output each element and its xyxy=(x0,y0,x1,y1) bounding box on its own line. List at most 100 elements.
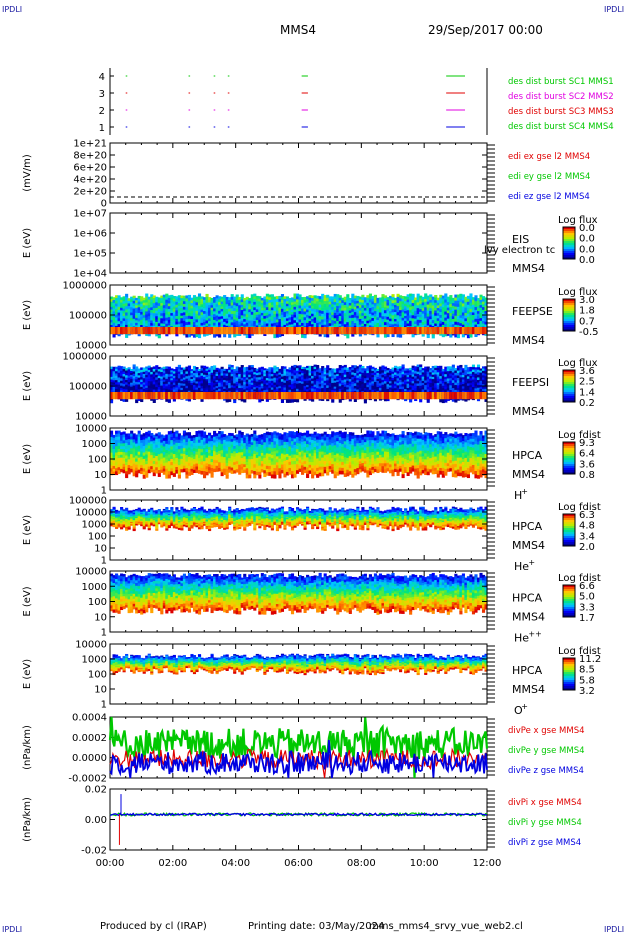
heatmap-cell xyxy=(436,305,440,309)
heatmap-cell xyxy=(426,304,430,309)
heatmap-cell xyxy=(135,387,139,391)
heatmap-cell xyxy=(338,386,342,390)
heatmap-cell xyxy=(275,369,279,373)
heatmap-cell xyxy=(177,382,181,386)
heatmap-cell xyxy=(326,392,330,400)
heatmap-cell xyxy=(187,303,192,308)
heatmap-cell xyxy=(117,309,121,314)
heatmap-cell xyxy=(245,388,249,391)
heatmap-cell xyxy=(394,319,398,323)
heatmap-cell xyxy=(336,370,340,373)
heatmap-cell xyxy=(288,300,292,304)
heatmap-cell xyxy=(333,307,337,311)
heatmap-cell xyxy=(414,318,418,322)
heatmap-cell xyxy=(195,369,199,372)
heatmap-cell xyxy=(338,308,342,312)
heatmap-cell xyxy=(288,399,292,403)
heatmap-cell xyxy=(150,367,154,371)
heatmap-cell xyxy=(290,392,295,400)
heatmap-cell xyxy=(411,321,415,326)
heatmap-cell xyxy=(260,373,264,377)
heatmap-cell xyxy=(208,310,212,314)
heatmap-cell xyxy=(243,372,247,376)
heatmap-cell xyxy=(142,327,146,335)
heatmap-cell xyxy=(461,300,465,305)
heatmap-cell xyxy=(426,316,430,321)
heatmap-cell xyxy=(298,297,302,301)
heatmap-cell xyxy=(466,310,471,315)
heatmap-cell xyxy=(368,305,372,309)
heatmap-cell xyxy=(197,296,202,301)
heatmap-cell xyxy=(140,367,144,371)
heatmap-cell xyxy=(160,303,164,307)
heatmap-cell xyxy=(429,319,433,323)
legend-entry: des dist burst SC1 MMS1 xyxy=(508,77,614,87)
heatmap-cell xyxy=(278,307,282,312)
heatmap-cell xyxy=(140,304,144,308)
heatmap-cell xyxy=(391,312,395,316)
heatmap-cell xyxy=(378,307,383,311)
heatmap-cell xyxy=(180,374,184,378)
heatmap-cell xyxy=(288,302,292,306)
heatmap-cell xyxy=(416,313,420,318)
heatmap-cell xyxy=(333,370,337,374)
heatmap-cell xyxy=(235,370,239,374)
heatmap-cell xyxy=(180,303,184,307)
heatmap-cell xyxy=(177,297,181,302)
heatmap-cell xyxy=(424,315,428,319)
heatmap-cell xyxy=(172,385,176,388)
heatmap-cell xyxy=(147,310,151,315)
heatmap-cell xyxy=(371,301,375,305)
heatmap-cell xyxy=(150,307,154,311)
heatmap-cell xyxy=(245,302,249,307)
heatmap-cell xyxy=(328,304,332,308)
heatmap-cell xyxy=(135,307,139,311)
heatmap-cell xyxy=(275,378,279,381)
heatmap-cell xyxy=(200,317,204,321)
heatmap-cell xyxy=(235,368,239,372)
heatmap-cell xyxy=(394,302,398,306)
heatmap-cell xyxy=(177,311,181,315)
heatmap-cell xyxy=(439,317,443,322)
heatmap-cell xyxy=(338,313,342,317)
heatmap-cell xyxy=(202,367,207,371)
heatmap-cell xyxy=(205,392,209,400)
heatmap-cell xyxy=(358,299,362,303)
heatmap-cell xyxy=(275,310,279,315)
heatmap-cell xyxy=(368,322,372,327)
heatmap-cell xyxy=(303,385,307,389)
heatmap-cell xyxy=(132,327,136,335)
heatmap-cell xyxy=(454,327,458,335)
heatmap-cell xyxy=(394,309,398,313)
heatmap-cell xyxy=(406,302,410,306)
heatmap-cell xyxy=(301,375,305,379)
heatmap-cell xyxy=(471,327,476,335)
heatmap-cell xyxy=(197,302,202,307)
heatmap-cell xyxy=(316,314,320,319)
heatmap-cell xyxy=(185,376,189,380)
heatmap-cell xyxy=(273,305,277,309)
heatmap-cell xyxy=(386,319,390,324)
y-tick-label: 0 xyxy=(101,199,107,210)
heatmap-cell xyxy=(202,302,207,307)
heatmap-cell xyxy=(285,399,290,403)
heatmap-cell xyxy=(283,296,287,300)
heatmap-cell xyxy=(333,372,337,376)
heatmap-cell xyxy=(255,368,259,372)
y-tick-label: 4 xyxy=(99,72,105,83)
heatmap-cell xyxy=(446,310,450,314)
heatmap-cell xyxy=(182,392,186,400)
heatmap-cell xyxy=(177,373,181,377)
heatmap-cell xyxy=(331,380,335,384)
heatmap-cell xyxy=(230,367,234,371)
heatmap-cell xyxy=(429,297,433,301)
heatmap-cell xyxy=(333,390,337,394)
heatmap-cell xyxy=(391,324,395,328)
heatmap-cell xyxy=(280,305,285,310)
heatmap-cell xyxy=(341,365,345,369)
heatmap-cell xyxy=(341,375,345,379)
heatmap-cell xyxy=(278,368,282,372)
heatmap-cell xyxy=(436,327,440,335)
heatmap-cell xyxy=(388,313,393,317)
